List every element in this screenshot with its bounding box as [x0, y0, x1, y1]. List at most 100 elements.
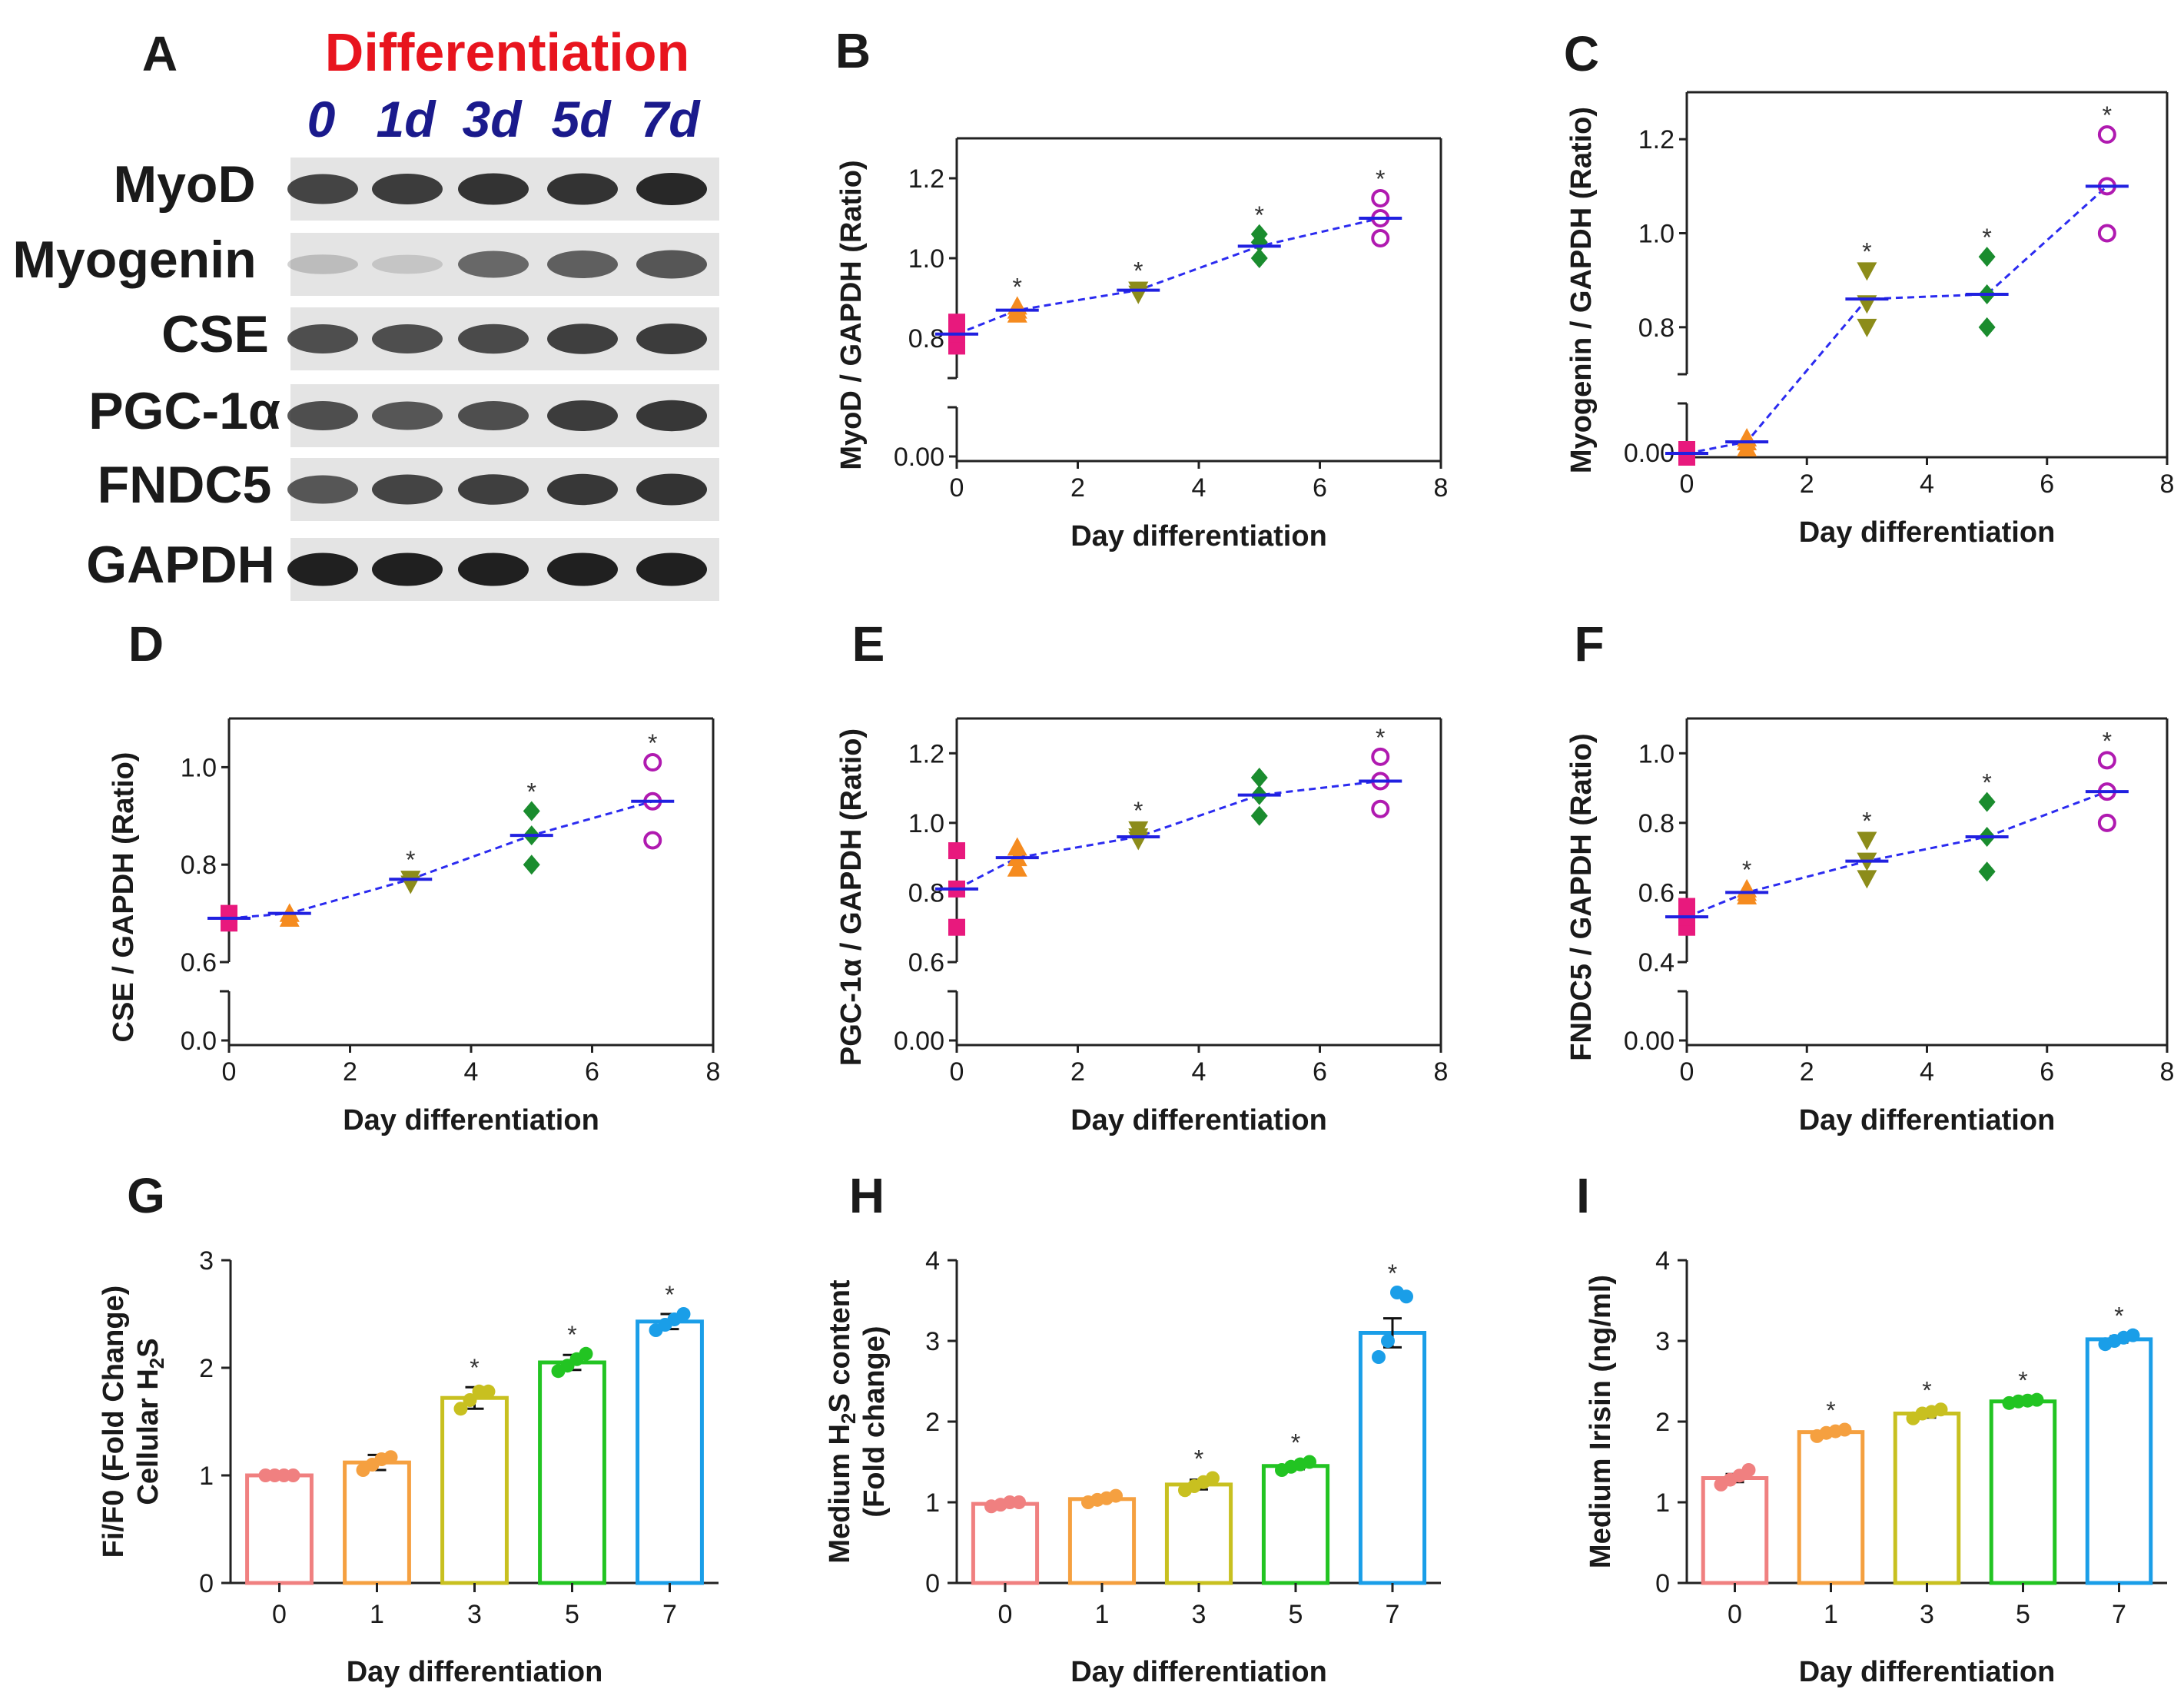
blot-band	[636, 553, 707, 586]
label-subscript: 2	[145, 1358, 168, 1369]
y-tick-label: 2	[1655, 1408, 1670, 1437]
x-tick-label: 0	[998, 1600, 1013, 1629]
blot-band	[636, 324, 707, 354]
y-tick-label: 0	[1655, 1569, 1670, 1598]
blot-band	[372, 474, 443, 505]
data-point	[1399, 1289, 1413, 1304]
marker-diamond	[1978, 317, 1996, 337]
x-axis-label: Day differentiation	[1799, 1656, 2056, 1688]
y-tick-label: 0.6	[1638, 878, 1675, 908]
significance-star: *	[1826, 1397, 1835, 1425]
marker-triangle-down	[1857, 831, 1877, 851]
marker-diamond	[523, 801, 540, 821]
y-tick-label: 4	[1655, 1246, 1670, 1276]
blot-band	[372, 174, 443, 204]
marker-diamond	[523, 854, 540, 875]
label-part: S	[132, 1338, 164, 1357]
significance-star: *	[1922, 1376, 1931, 1404]
marker-square	[948, 842, 965, 860]
marker-circle	[1371, 229, 1390, 247]
y-tick-label: 0	[925, 1569, 940, 1598]
blot-band	[547, 400, 618, 431]
x-tick-label: 2	[1800, 470, 1814, 499]
significance-star: *	[1862, 237, 1871, 265]
data-point	[1303, 1455, 1316, 1469]
x-tick-label: 8	[1434, 473, 1449, 503]
x-tick-label: 5	[565, 1600, 579, 1629]
significance-star: *	[2018, 1367, 2027, 1395]
x-tick-label: 8	[2160, 470, 2175, 499]
significance-star: *	[527, 778, 536, 805]
marker-triangle-down	[1857, 870, 1877, 889]
protein-label: MyoD	[113, 155, 255, 214]
blot-band	[458, 553, 529, 586]
blot-band	[287, 174, 358, 204]
y-tick-label: 3	[199, 1246, 214, 1276]
y-tick-label: 1.0	[1638, 220, 1675, 249]
label-part: Medium H	[824, 1424, 856, 1564]
label-part: S content	[824, 1279, 856, 1412]
marker-square	[948, 918, 965, 936]
blot-band	[287, 254, 358, 274]
protein-label: GAPDH	[86, 536, 275, 594]
blot-band	[547, 173, 618, 205]
lane-label: 7d	[640, 91, 701, 148]
y-tick-label: 0	[199, 1569, 214, 1598]
marker-diamond	[1978, 247, 1996, 267]
x-tick-label: 0	[1728, 1600, 1742, 1629]
x-tick-label: 2	[343, 1057, 357, 1087]
x-tick-label: 5	[2016, 1600, 2030, 1629]
x-tick-label: 4	[1920, 470, 1934, 499]
marker-circle	[2097, 224, 2116, 243]
y-tick-label: 1.2	[908, 164, 944, 194]
blot-band	[372, 401, 443, 430]
y-tick-label: 0.00	[1624, 1027, 1675, 1056]
scatter-panel-B: B 0 2 4 6 8 0.8 1.0 1.2 0.00 Day differentiation My…	[835, 23, 1449, 553]
x-axis-label: Day differentiation	[347, 1656, 603, 1688]
x-tick-label: 1	[370, 1600, 384, 1629]
blot-band	[372, 553, 443, 586]
significance-star: *	[2114, 1302, 2123, 1330]
y-axis-label: (Fold change)	[858, 1326, 891, 1517]
x-axis-label: Day differentiation	[1799, 516, 2056, 549]
marker-circle	[1371, 747, 1390, 766]
bar-panel-H: H 0 1 2 3 4 0 1 * 3 * 5 * 7 Day differentiation Medium …	[824, 1168, 1441, 1688]
significance-star: *	[1133, 257, 1143, 285]
marker-triangle-down	[1857, 318, 1877, 337]
blot-band	[372, 324, 443, 353]
y-tick-label: 0.00	[894, 1027, 944, 1056]
y-tick-label: 0.8	[1638, 809, 1675, 838]
data-point	[286, 1468, 300, 1482]
protein-label: CSE	[161, 305, 269, 363]
blot-band	[636, 400, 707, 432]
x-tick-label: 6	[585, 1057, 599, 1087]
y-tick-label: 1	[925, 1488, 940, 1518]
panel-letter-E: E	[852, 616, 885, 672]
x-tick-label: 1	[1095, 1600, 1110, 1629]
marker-triangle-down	[1857, 262, 1877, 281]
x-tick-label: 3	[1920, 1600, 1934, 1629]
blot-band	[547, 324, 618, 354]
x-tick-label: 6	[2040, 1057, 2054, 1087]
marker-diamond	[1250, 248, 1268, 268]
significance-star: *	[1376, 165, 1385, 193]
scatter-panel-F: F 0 2 4 6 8 0.4 0.6 0.8 1.0 0.00 Day differentiatio…	[1565, 616, 2174, 1137]
significance-star: *	[1742, 856, 1751, 884]
significance-star: *	[1982, 224, 1991, 251]
data-point	[1741, 1463, 1756, 1477]
bar	[1701, 1476, 1769, 1585]
blot-band	[458, 474, 529, 505]
marker-square	[1678, 898, 1695, 915]
marker-diamond	[1978, 861, 1996, 882]
marker-circle	[1371, 799, 1390, 818]
panel-letter-C: C	[1564, 26, 1599, 81]
lane-label: 5d	[551, 91, 612, 148]
x-tick-label: 4	[1920, 1057, 1934, 1087]
y-axis-label: CSE / GAPDH (Ratio)	[108, 752, 140, 1043]
panel-letter-B: B	[835, 23, 871, 78]
data-point	[383, 1450, 398, 1465]
data-point	[1109, 1488, 1123, 1503]
x-tick-label: 5	[1289, 1600, 1303, 1629]
y-tick-label: 0.8	[908, 878, 944, 908]
bar	[1989, 1399, 2057, 1585]
